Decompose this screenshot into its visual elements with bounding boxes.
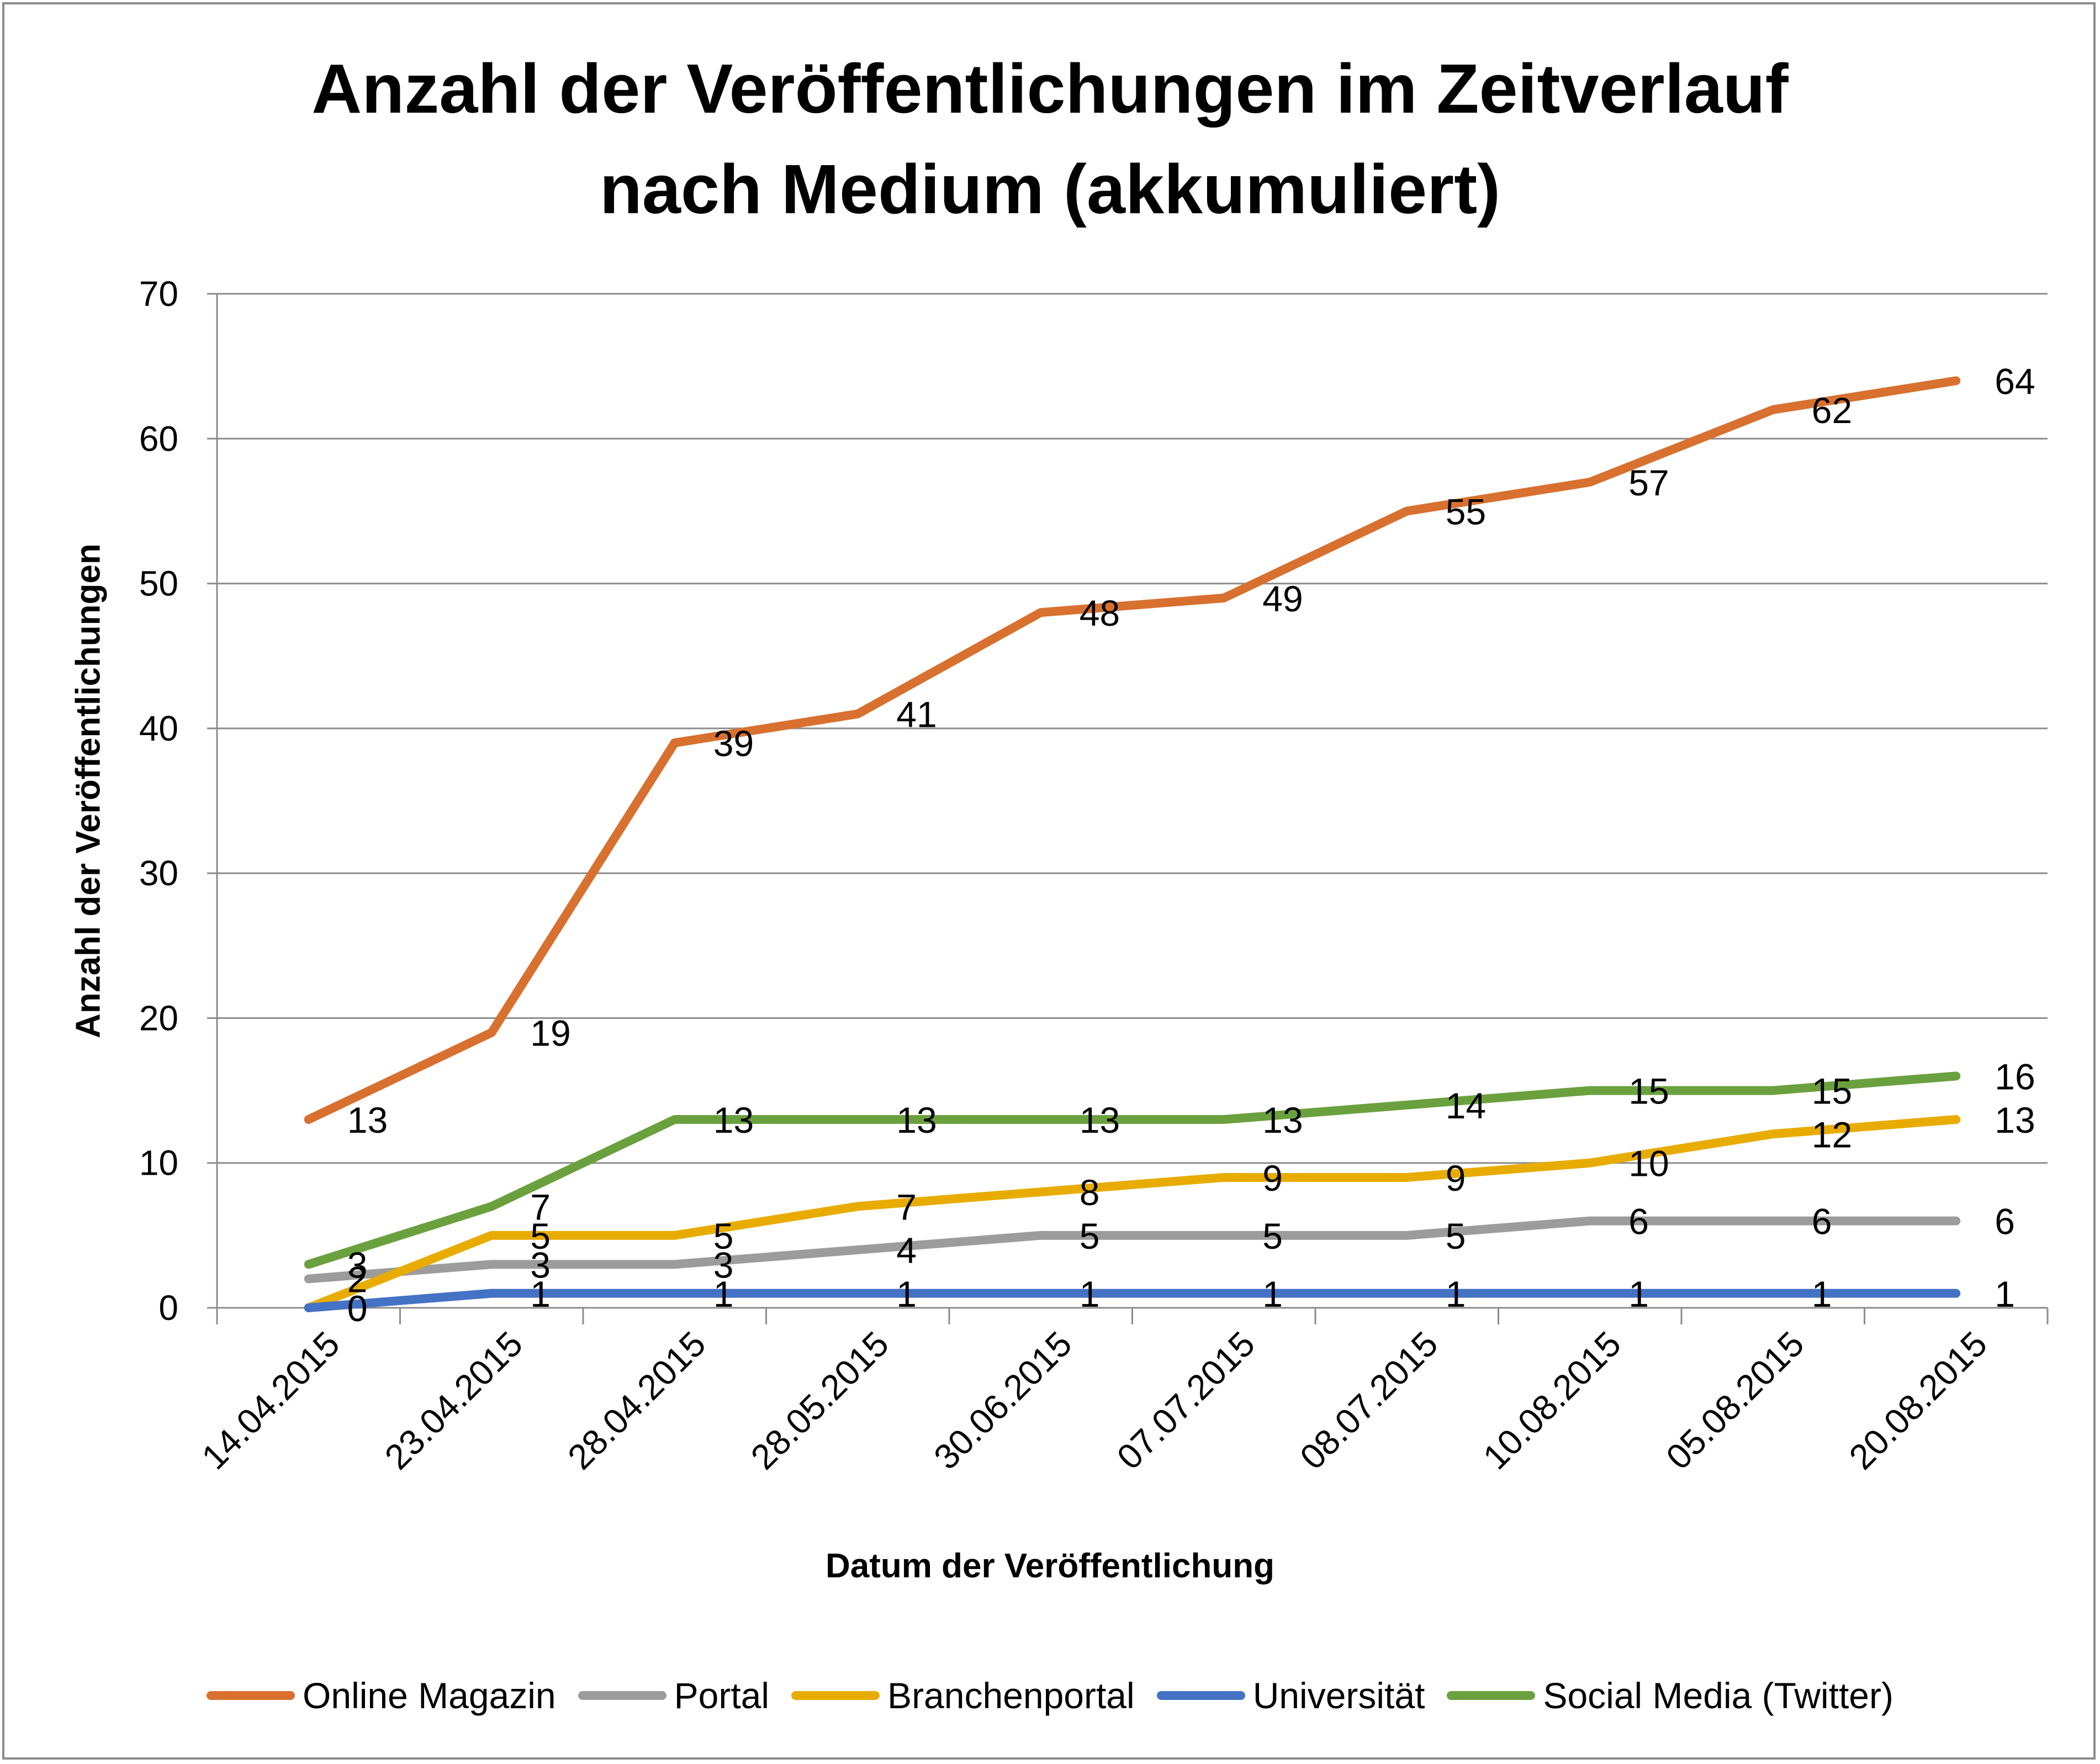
data-label: 0 xyxy=(347,1288,368,1329)
y-tick-label: 30 xyxy=(139,853,178,893)
legend-label: Portal xyxy=(674,1675,770,1716)
y-tick-label: 50 xyxy=(139,564,178,604)
legend-label: Online Magazin xyxy=(303,1675,556,1716)
data-label: 13 xyxy=(896,1100,937,1140)
data-label: 55 xyxy=(1446,491,1486,532)
data-label: 5 xyxy=(1262,1216,1283,1256)
data-label: 1 xyxy=(530,1274,551,1314)
data-label: 13 xyxy=(347,1100,388,1140)
chart-title-line-1: Anzahl der Veröffentlichungen im Zeitver… xyxy=(311,50,1789,128)
y-tick-label: 0 xyxy=(158,1288,178,1328)
series-line xyxy=(304,1071,1961,1269)
y-tick-label: 20 xyxy=(139,998,178,1038)
x-tick-label: 10.08.2015 xyxy=(1475,1324,1628,1477)
legend-label: Universität xyxy=(1252,1675,1425,1716)
data-label: 7 xyxy=(896,1186,917,1227)
legend-item: Branchenportal xyxy=(791,1675,1135,1717)
x-tick-label: 30.06.2015 xyxy=(926,1324,1079,1477)
legend-item: Portal xyxy=(578,1675,769,1717)
legend-label: Social Media (Twitter) xyxy=(1543,1675,1893,1716)
data-label: 7 xyxy=(530,1186,551,1227)
data-label: 1 xyxy=(713,1274,734,1314)
series-line xyxy=(304,376,1961,1124)
legend-item: Online Magazin xyxy=(207,1675,556,1717)
data-label: 1 xyxy=(1812,1274,1832,1314)
data-label: 9 xyxy=(1262,1158,1283,1198)
data-label: 5 xyxy=(530,1216,551,1256)
data-label: 15 xyxy=(1628,1071,1669,1112)
y-tick-label: 10 xyxy=(139,1143,178,1183)
data-label: 3 xyxy=(713,1244,734,1285)
data-label: 10 xyxy=(1628,1143,1669,1184)
data-label: 1 xyxy=(1628,1274,1649,1314)
data-label: 0 xyxy=(347,1288,368,1329)
x-tick-label: 05.08.2015 xyxy=(1658,1324,1811,1477)
legend-item: Universität xyxy=(1156,1675,1425,1717)
series-line xyxy=(304,1288,1961,1312)
data-label: 1 xyxy=(1446,1274,1466,1314)
x-tick-label: 28.05.2015 xyxy=(743,1324,896,1477)
y-tick-label: 40 xyxy=(139,709,178,748)
data-label: 5 xyxy=(1080,1216,1100,1256)
legend-label: Branchenportal xyxy=(887,1675,1135,1716)
legend-item: Social Media (Twitter) xyxy=(1447,1675,1893,1717)
data-label: 3 xyxy=(530,1244,551,1285)
data-label: 13 xyxy=(713,1100,754,1140)
y-tick-label: 60 xyxy=(139,419,178,458)
data-label: 16 xyxy=(1995,1056,2035,1097)
data-label: 14 xyxy=(1446,1085,1486,1126)
data-label: 1 xyxy=(1995,1274,2015,1314)
series-line xyxy=(304,1115,1961,1312)
data-label: 4 xyxy=(896,1230,917,1271)
data-label: 48 xyxy=(1080,593,1120,633)
data-label: 13 xyxy=(1995,1100,2035,1140)
data-label: 2 xyxy=(347,1259,368,1300)
x-tick-label: 23.04.2015 xyxy=(377,1324,530,1477)
data-label: 64 xyxy=(1995,361,2035,402)
data-label: 5 xyxy=(1446,1216,1466,1256)
x-tick-label: 08.07.2015 xyxy=(1292,1324,1445,1477)
data-label: 1 xyxy=(1262,1274,1283,1314)
data-label: 57 xyxy=(1628,462,1669,503)
legend-swatch xyxy=(578,1691,667,1700)
data-label: 13 xyxy=(1080,1100,1120,1140)
data-label: 6 xyxy=(1812,1201,1832,1242)
chart-title-line-2: nach Medium (akkumuliert) xyxy=(599,150,1501,228)
data-label: 15 xyxy=(1812,1071,1852,1112)
data-label: 6 xyxy=(1995,1201,2015,1242)
data-label: 8 xyxy=(1080,1172,1100,1213)
x-tick-label: 28.04.2015 xyxy=(560,1324,713,1477)
data-label: 62 xyxy=(1812,390,1852,431)
legend-swatch xyxy=(1156,1691,1245,1700)
data-label: 9 xyxy=(1446,1158,1466,1198)
data-label: 39 xyxy=(713,723,754,764)
data-label: 6 xyxy=(1628,1201,1649,1242)
x-axis-label: Datum der Veröffentlichung xyxy=(826,1547,1274,1585)
data-label: 12 xyxy=(1812,1114,1852,1155)
legend-swatch xyxy=(791,1691,880,1700)
data-label: 13 xyxy=(1262,1100,1303,1140)
data-label: 19 xyxy=(530,1013,570,1054)
series-line xyxy=(304,1216,1961,1284)
y-tick-label: 70 xyxy=(139,274,178,314)
data-label: 5 xyxy=(713,1216,734,1256)
x-tick-label: 14.04.2015 xyxy=(194,1324,347,1477)
data-label: 1 xyxy=(1080,1274,1100,1314)
data-label: 49 xyxy=(1262,578,1303,619)
x-tick-label: 20.08.2015 xyxy=(1842,1324,1995,1477)
data-label: 3 xyxy=(347,1244,368,1285)
data-label: 1 xyxy=(896,1274,917,1314)
chart-legend: Online Magazin Portal Branchenportal Univer… xyxy=(0,1668,2100,1723)
data-label: 41 xyxy=(896,694,937,735)
legend-swatch xyxy=(207,1691,295,1700)
legend-swatch xyxy=(1447,1691,1536,1700)
x-tick-label: 07.07.2015 xyxy=(1109,1324,1262,1477)
